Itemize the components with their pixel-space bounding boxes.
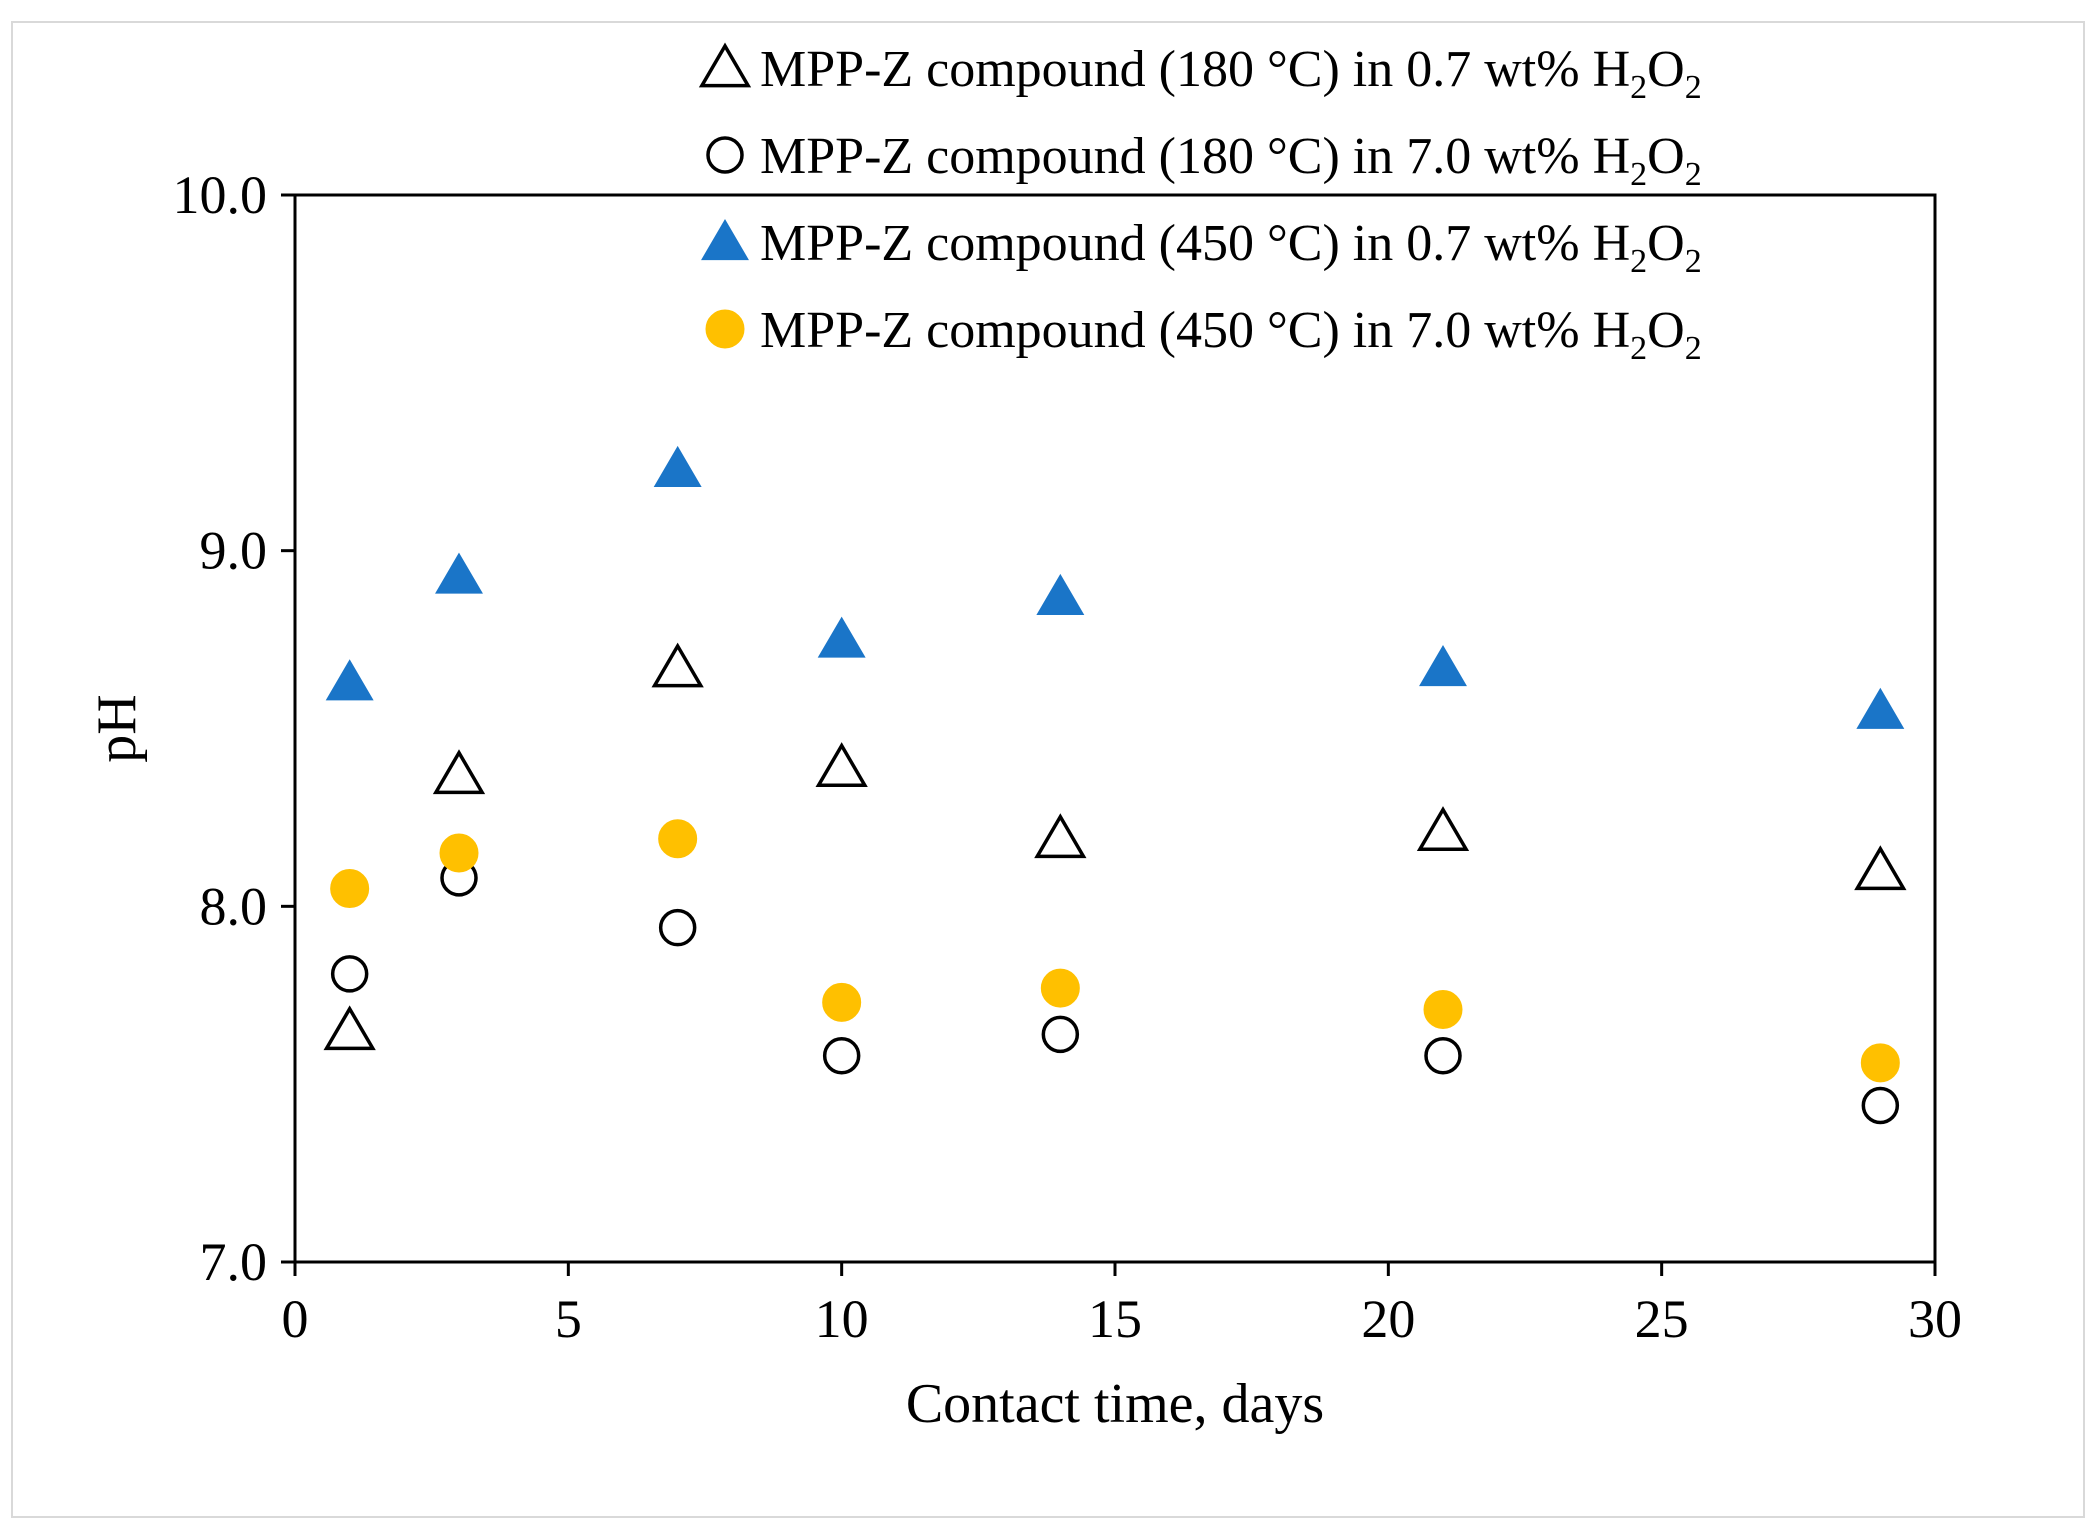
data-point bbox=[1419, 645, 1467, 687]
legend-marker bbox=[706, 136, 744, 174]
legend-item: MPP-Z compound (450 °C) in 0.7 wt% H2O2 bbox=[701, 215, 1702, 280]
data-point bbox=[330, 869, 370, 909]
data-point bbox=[435, 552, 483, 594]
legend-item: MPP-Z compound (450 °C) in 7.0 wt% H2O2 bbox=[705, 302, 1702, 367]
data-point bbox=[822, 1036, 861, 1075]
y-tick-label: 9.0 bbox=[200, 521, 268, 581]
series-4 bbox=[330, 819, 1900, 1083]
data-point bbox=[1423, 989, 1463, 1029]
x-tick-label: 15 bbox=[1088, 1289, 1142, 1349]
y-tick-label: 7.0 bbox=[200, 1232, 268, 1292]
x-tick-label: 25 bbox=[1635, 1289, 1689, 1349]
legend-item: MPP-Z compound (180 °C) in 7.0 wt% H2O2 bbox=[706, 128, 1702, 193]
data-point bbox=[330, 955, 369, 993]
data-point bbox=[815, 742, 868, 787]
legend-label-sub: 2 bbox=[1685, 243, 1702, 280]
data-point bbox=[817, 616, 866, 658]
data-point bbox=[1856, 687, 1905, 729]
legend-marker bbox=[701, 219, 749, 261]
data-point bbox=[1416, 806, 1470, 851]
figure-border bbox=[11, 21, 2085, 1518]
legend-label-h2o2-o: O bbox=[1647, 128, 1685, 185]
legend-label-main: MPP-Z compound (450 °C) in 7.0 wt% bbox=[760, 302, 1593, 359]
x-tick-label: 20 bbox=[1361, 1289, 1415, 1349]
data-point bbox=[1860, 1043, 1900, 1083]
legend-marker bbox=[705, 309, 745, 349]
legend-label-main: MPP-Z compound (450 °C) in 0.7 wt% bbox=[760, 215, 1593, 272]
legend-label-h2o2-o: O bbox=[1647, 302, 1685, 359]
y-axis-title: pH bbox=[86, 694, 148, 762]
data-point bbox=[432, 749, 486, 795]
y-axis: 7.0 8.0 9.0 10.0 bbox=[173, 165, 295, 1292]
x-axis-title: Contact time, days bbox=[906, 1373, 1324, 1435]
y-tick-label: 10.0 bbox=[173, 165, 268, 225]
legend-label-sub: 2 bbox=[1685, 330, 1702, 367]
data-point bbox=[658, 908, 697, 947]
x-tick-label: 30 bbox=[1908, 1289, 1962, 1349]
data-point bbox=[325, 659, 374, 701]
data-point bbox=[1424, 1036, 1462, 1075]
legend-label-h2o2-h: H bbox=[1593, 302, 1631, 359]
legend-label-sub: 2 bbox=[1685, 69, 1702, 106]
x-tick-label: 5 bbox=[555, 1289, 582, 1349]
data-point bbox=[1041, 1015, 1080, 1054]
data-point bbox=[653, 445, 702, 487]
legend: MPP-Z compound (180 °C) in 0.7 wt% H2O2M… bbox=[698, 41, 1702, 367]
data-point bbox=[651, 642, 704, 688]
data-point bbox=[1040, 968, 1080, 1008]
legend-label-sub: 2 bbox=[1630, 156, 1647, 193]
legend-marker bbox=[698, 42, 752, 88]
y-tick-label: 8.0 bbox=[200, 876, 268, 936]
legend-label-h2o2-o: O bbox=[1647, 41, 1685, 98]
legend-label-main: MPP-Z compound (180 °C) in 0.7 wt% bbox=[760, 41, 1593, 98]
data-point bbox=[1854, 845, 1907, 891]
legend-label: MPP-Z compound (450 °C) in 0.7 wt% H2O2 bbox=[760, 215, 1702, 280]
data-point bbox=[1036, 573, 1085, 616]
data-point bbox=[822, 982, 862, 1022]
legend-label-sub: 2 bbox=[1630, 330, 1647, 367]
x-axis: 0 5 10 15 20 25 30 bbox=[282, 1262, 1962, 1349]
legend-label: MPP-Z compound (180 °C) in 7.0 wt% H2O2 bbox=[760, 128, 1702, 193]
data-point bbox=[1034, 813, 1087, 859]
legend-label-sub: 2 bbox=[1630, 243, 1647, 280]
legend-label-h2o2-h: H bbox=[1593, 128, 1631, 185]
legend-label-h2o2-h: H bbox=[1593, 215, 1631, 272]
legend-label-main: MPP-Z compound (180 °C) in 7.0 wt% bbox=[760, 128, 1593, 185]
legend-item: MPP-Z compound (180 °C) in 0.7 wt% H2O2 bbox=[698, 41, 1702, 106]
data-point bbox=[439, 833, 479, 873]
series-3 bbox=[325, 445, 1905, 729]
legend-label-sub: 2 bbox=[1630, 69, 1647, 106]
series-2 bbox=[330, 859, 1900, 1125]
legend-label-h2o2-h: H bbox=[1593, 41, 1631, 98]
legend-label-h2o2-o: O bbox=[1647, 215, 1685, 272]
legend-label: MPP-Z compound (450 °C) in 7.0 wt% H2O2 bbox=[760, 302, 1702, 367]
data-points bbox=[323, 445, 1907, 1125]
data-point bbox=[658, 819, 698, 859]
x-tick-label: 0 bbox=[282, 1289, 309, 1349]
series-1 bbox=[323, 642, 1907, 1051]
legend-label-sub: 2 bbox=[1685, 156, 1702, 193]
data-point bbox=[323, 1005, 376, 1051]
legend-label: MPP-Z compound (180 °C) in 0.7 wt% H2O2 bbox=[760, 41, 1702, 106]
data-point bbox=[1861, 1086, 1900, 1125]
x-tick-label: 10 bbox=[815, 1289, 869, 1349]
